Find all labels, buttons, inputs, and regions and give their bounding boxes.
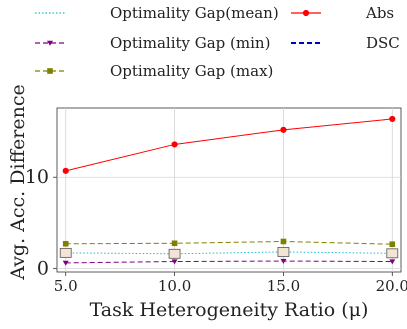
axis-ticks: 5.0 10.0 15.0 20.0 0 10 [25,166,407,295]
series-line [65,240,393,245]
x-tick-label: 15.0 [267,277,300,295]
legend-label: Optimality Gap (max) [110,62,273,80]
legend-marker [302,9,310,17]
y-axis-label: Avg. Acc. Difference [7,84,29,281]
plot-frame [56,107,402,273]
grid [57,108,401,272]
legend-label: DSC [366,34,400,52]
data-point [277,247,290,257]
series-line [65,118,393,172]
data-point [389,259,396,265]
data-point [59,247,72,258]
data-point [280,258,287,264]
y-tick-label: 0 [37,257,49,279]
data-point [171,259,178,265]
data-point [280,238,287,245]
data-point [386,248,399,259]
legend-label: Abs [365,4,394,22]
data-point [389,115,396,123]
legend-label: Optimality Gap(mean) [110,4,279,22]
data-point [171,240,178,247]
data-point [168,248,181,259]
x-tick-label: 5.0 [54,277,78,295]
legend-marker [47,68,53,74]
data-point [389,241,396,248]
data-point [171,141,178,148]
series-group [59,115,399,266]
x-axis-label: Task Heterogeneity Ratio (μ) [90,299,369,321]
legend-marker [47,40,53,46]
legend-label: Optimality Gap (min) [110,34,270,52]
data-point [280,126,287,133]
series-line [65,251,393,255]
x-tick-label: 10.0 [158,277,191,295]
series-line [65,260,393,264]
x-tick-label: 20.0 [376,277,407,295]
data-point [62,240,69,247]
data-point [62,167,69,174]
y-tick-label: 10 [25,166,49,188]
data-point [62,260,69,266]
legend: Optimality Gap(mean) Optimality Gap (min)… [35,4,400,80]
